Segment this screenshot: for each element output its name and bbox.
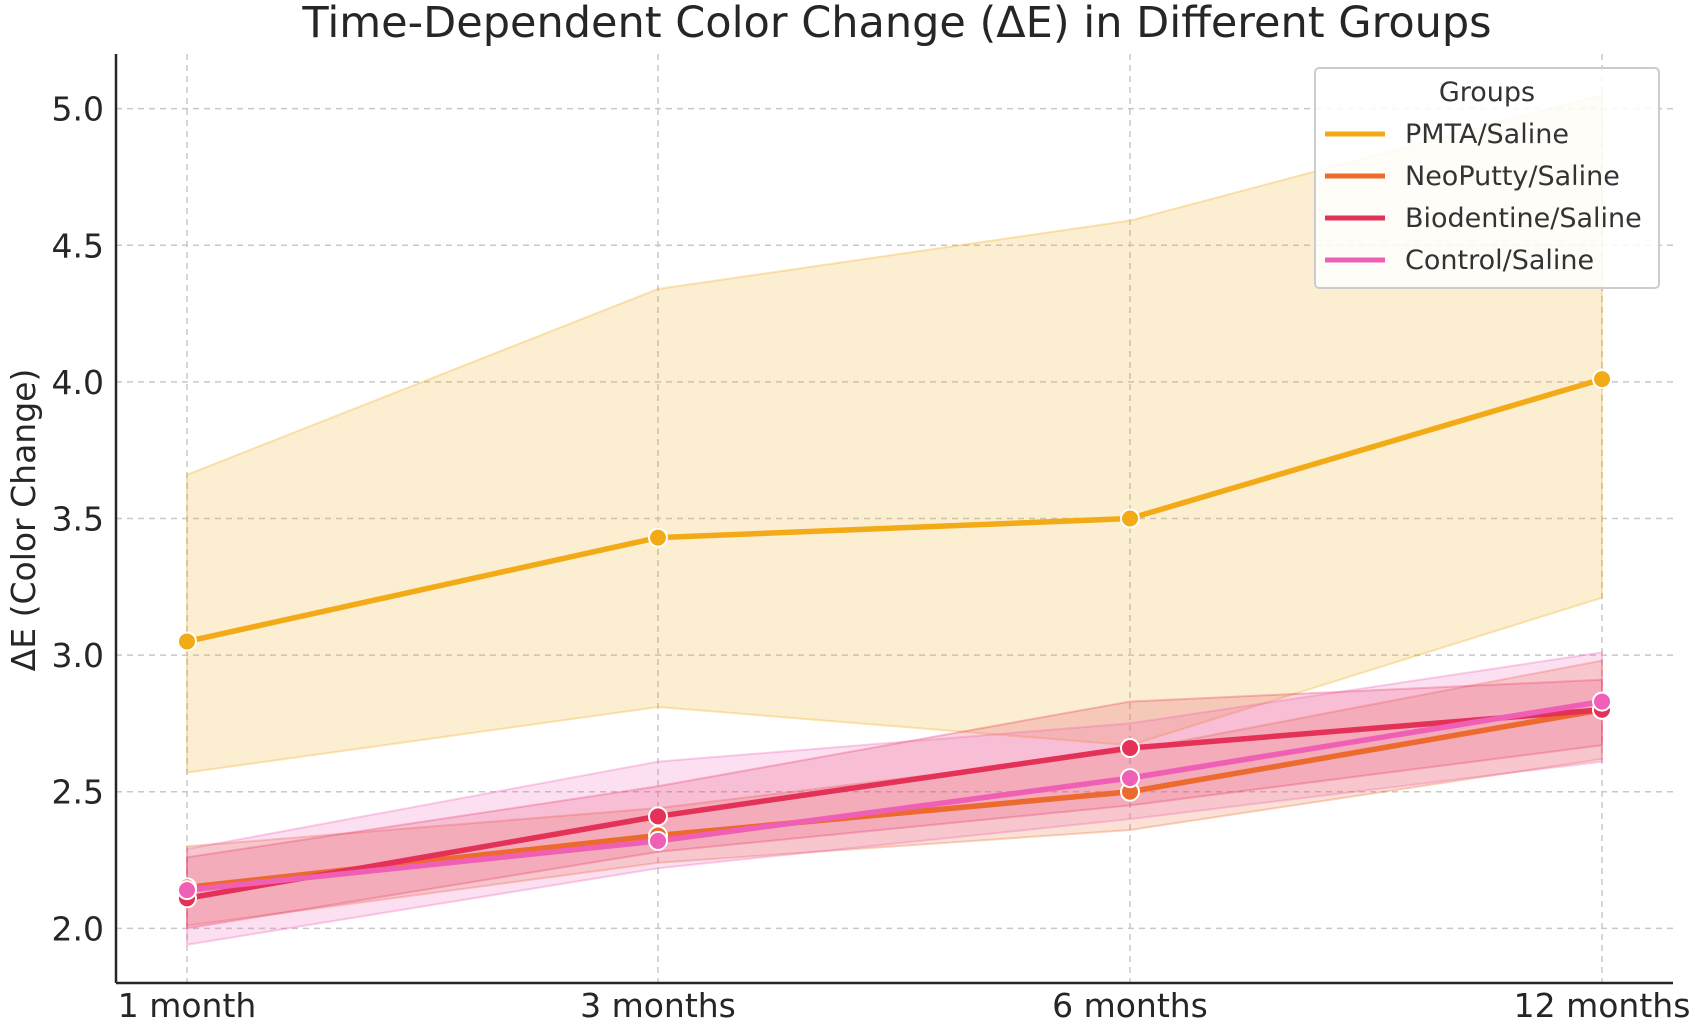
confidence-band	[186, 659, 1603, 927]
legend-label: PMTA/Saline	[1405, 119, 1569, 150]
series-line	[184, 707, 1605, 902]
y-axis-label: ΔE (Color Change)	[4, 369, 43, 672]
y-tick-label: 2.5	[52, 773, 104, 812]
data-point	[1120, 768, 1140, 789]
chart-title: Time-Dependent Color Change (ΔE) in Diff…	[301, 0, 1491, 48]
data-point	[648, 830, 668, 851]
y-tick-label: 3.5	[52, 500, 104, 539]
data-point	[648, 806, 668, 827]
tick-labels: 2.0 2.5 3.0 3.5 4.0 4.5 5.0 1 month 3 months 6 mo…	[52, 90, 1691, 1025]
legend: Groups PMTA/Saline NeoPutty/Saline Biodent…	[1314, 67, 1660, 289]
series-lines	[184, 376, 1605, 902]
legend-item: Control/Saline	[1325, 245, 1594, 276]
confidence-band	[186, 678, 1603, 930]
data-point	[1592, 691, 1612, 712]
confidence-bands	[186, 93, 1603, 946]
x-tick-label: 3 months	[580, 986, 736, 1022]
x-tick-label: 6 months	[1052, 986, 1208, 1022]
legend-label: Control/Saline	[1405, 245, 1594, 276]
data-point	[177, 880, 197, 901]
y-tick-label: 3.0	[52, 636, 104, 675]
y-tick-label: 4.5	[52, 226, 104, 265]
legend-label: Biodentine/Saline	[1405, 203, 1642, 234]
legend-item: Biodentine/Saline	[1325, 203, 1642, 234]
data-point	[177, 631, 197, 652]
series-line	[184, 707, 1605, 891]
data-point	[1120, 508, 1140, 529]
legend-box	[1314, 67, 1660, 289]
y-tick-label: 4.0	[52, 363, 104, 402]
y-tick-label: 5.0	[52, 90, 104, 129]
x-tick-label: 12 months	[1514, 986, 1691, 1022]
legend-item: PMTA/Saline	[1325, 119, 1569, 150]
series-markers	[177, 369, 1612, 909]
axes	[114, 54, 1673, 985]
y-tick-label: 2.0	[52, 909, 104, 948]
legend-items: PMTA/Saline NeoPutty/Saline Biodentine/Sal…	[1325, 119, 1642, 276]
x-tick-label: 1 month	[118, 986, 257, 1022]
confidence-band	[186, 651, 1603, 946]
series-line	[184, 698, 1605, 893]
data-point	[648, 527, 668, 548]
legend-title: Groups	[1439, 77, 1535, 108]
legend-item: NeoPutty/Saline	[1325, 161, 1620, 192]
confidence-band	[186, 93, 1603, 774]
data-point	[1120, 738, 1140, 759]
legend-label: NeoPutty/Saline	[1405, 161, 1620, 192]
series-line	[184, 376, 1605, 645]
data-point	[1592, 369, 1612, 390]
